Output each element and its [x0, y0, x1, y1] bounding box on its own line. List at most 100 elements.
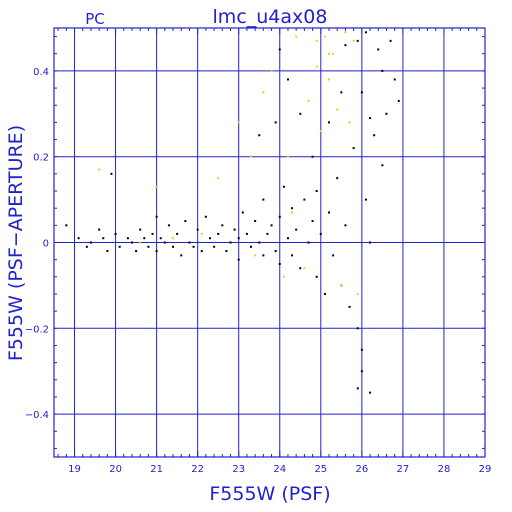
rejected-data-point	[282, 275, 285, 278]
rejected-data-point	[237, 121, 240, 124]
data-point	[213, 245, 216, 248]
rejected-data-point	[217, 177, 220, 180]
x-tick-label: 28	[438, 464, 451, 475]
data-point	[143, 237, 146, 240]
chart-subtitle: PC	[85, 10, 105, 28]
data-point	[270, 224, 273, 227]
data-point	[167, 224, 170, 227]
data-point	[237, 258, 240, 261]
y-tick-label: −0.4	[25, 410, 49, 421]
rejected-data-point	[307, 99, 310, 102]
rejected-data-point	[139, 241, 142, 244]
data-point	[176, 232, 179, 235]
data-point	[356, 387, 359, 390]
data-point	[192, 245, 195, 248]
data-point	[311, 155, 314, 158]
data-point	[369, 391, 372, 394]
data-point	[217, 232, 220, 235]
data-point	[278, 48, 281, 51]
data-point	[147, 245, 150, 248]
data-point	[303, 198, 306, 201]
data-point	[295, 228, 298, 231]
data-point	[266, 232, 269, 235]
y-tick-label: 0.2	[33, 153, 49, 164]
x-tick-label: 21	[150, 464, 163, 475]
data-point	[369, 241, 372, 244]
y-tick-label: −0.2	[25, 324, 49, 335]
rejected-data-point	[291, 211, 294, 214]
data-point	[299, 112, 302, 115]
rejected-data-point	[254, 254, 257, 257]
data-point	[184, 220, 187, 223]
data-point	[110, 172, 113, 175]
data-point	[274, 121, 277, 124]
data-point	[307, 241, 310, 244]
x-tick-label: 19	[68, 464, 81, 475]
rejected-data-point	[286, 155, 289, 158]
data-point	[315, 275, 318, 278]
data-point	[237, 237, 240, 240]
data-point	[364, 198, 367, 201]
data-point	[336, 177, 339, 180]
data-point	[241, 211, 244, 214]
y-tick-labels: −0.4 −0.2 0 0.2 0.4	[25, 67, 49, 421]
data-point	[155, 250, 158, 253]
data-point	[85, 245, 88, 248]
data-point	[356, 39, 359, 42]
data-point	[332, 254, 335, 257]
data-point	[102, 237, 105, 240]
y-axis-label: F555W (PSF−APERTURE)	[5, 125, 27, 361]
rejected-data-point	[356, 292, 359, 295]
data-point	[282, 185, 285, 188]
data-point	[369, 117, 372, 120]
chart-title: lmc_u4ax08	[213, 6, 328, 28]
x-tick-label: 22	[191, 464, 204, 475]
x-axis-label: F555W (PSF)	[209, 483, 330, 505]
grid-lines	[54, 28, 486, 457]
rejected-data-point	[262, 91, 265, 94]
data-point	[311, 220, 314, 223]
data-point	[188, 241, 191, 244]
rejected-data-point	[323, 35, 326, 38]
data-point	[393, 78, 396, 81]
data-point	[291, 207, 294, 210]
data-point	[348, 305, 351, 308]
data-point	[262, 198, 265, 201]
data-point	[360, 370, 363, 373]
data-point	[118, 245, 121, 248]
rejected-data-point	[303, 267, 306, 270]
data-point	[381, 69, 384, 72]
data-point	[364, 31, 367, 34]
data-point	[356, 327, 359, 330]
rejected-data-point	[200, 232, 203, 235]
data-point	[106, 250, 109, 253]
data-point	[328, 121, 331, 124]
data-point	[397, 99, 400, 102]
x-tick-label: 24	[273, 464, 286, 475]
data-point	[196, 228, 199, 231]
data-point	[360, 91, 363, 94]
rejected-data-point	[295, 35, 298, 38]
rejected-data-point	[332, 52, 335, 55]
y-tick-label: 0	[43, 239, 49, 250]
rejected-data-point	[172, 237, 175, 240]
x-tick-label: 29	[479, 464, 492, 475]
data-point	[315, 190, 318, 193]
x-tick-labels: 19 20 21 22 23 24 25 26 27 28 29	[68, 464, 491, 475]
data-point	[360, 348, 363, 351]
data-point	[254, 220, 257, 223]
data-point	[389, 39, 392, 42]
data-point	[233, 228, 236, 231]
rejected-data-point	[340, 284, 343, 287]
data-point	[262, 254, 265, 257]
data-point	[225, 250, 228, 253]
data-point	[126, 237, 129, 240]
rejected-data-point	[315, 65, 318, 68]
data-point	[151, 232, 154, 235]
data-point	[373, 134, 376, 137]
x-tick-label: 25	[314, 464, 327, 475]
y-tick-label: 0.4	[33, 67, 49, 78]
data-points	[65, 31, 400, 394]
rejected-data-point	[250, 155, 253, 158]
